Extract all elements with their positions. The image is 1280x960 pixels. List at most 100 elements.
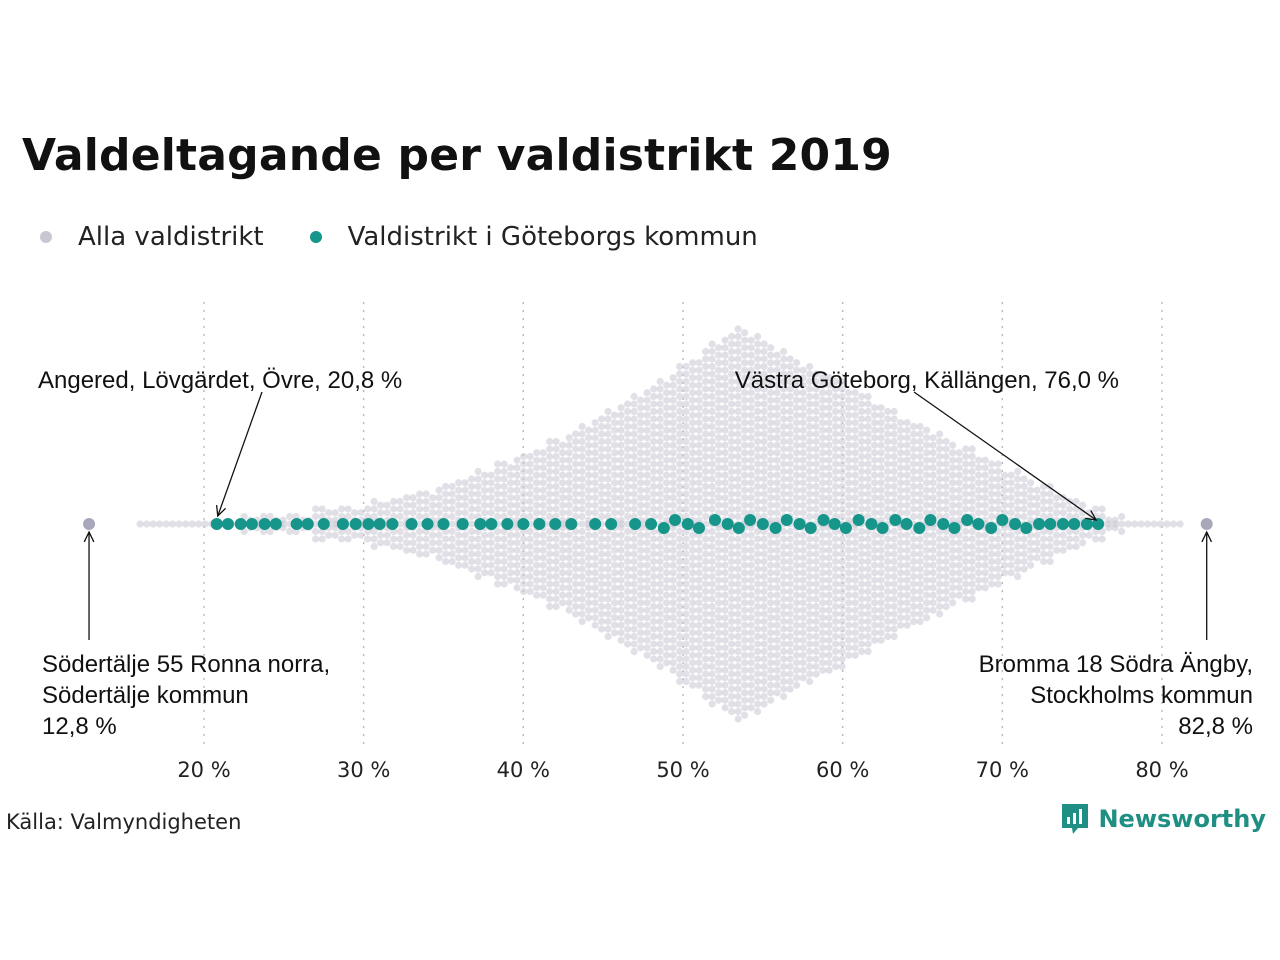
swarm-point <box>734 610 742 618</box>
swarm-point <box>721 569 729 577</box>
swarm-point <box>884 610 892 618</box>
swarm-point <box>500 497 508 506</box>
swarm-point <box>838 587 846 596</box>
swarm-point <box>799 561 807 569</box>
swarm-point <box>682 550 690 558</box>
swarm-point <box>500 542 508 551</box>
swarm-point <box>689 449 697 457</box>
swarm-point <box>871 449 879 457</box>
annotation-text: Angered, Lövgärdet, Övre, 20,8 % <box>38 367 402 394</box>
swarm-point <box>832 377 840 386</box>
swarm-point <box>682 625 690 633</box>
swarm-point <box>812 542 820 551</box>
swarm-point <box>409 509 417 517</box>
swarm-point <box>689 614 697 622</box>
swarm-point <box>715 464 723 472</box>
swarm-point <box>864 445 872 453</box>
swarm-point <box>871 599 879 607</box>
swarm-point <box>968 587 976 596</box>
swarm-point <box>598 482 606 491</box>
swarm-point <box>1014 550 1022 558</box>
swarm-point <box>767 381 775 389</box>
swarm-point <box>539 576 547 584</box>
swarm-point <box>637 539 645 547</box>
swarm-point <box>832 535 840 543</box>
swarm-point <box>663 629 671 637</box>
swarm-point <box>676 595 684 603</box>
swarm-point <box>793 501 801 509</box>
swarm-point <box>786 482 794 491</box>
swarm-point <box>747 561 755 569</box>
swarm-point <box>676 430 684 438</box>
swarm-point <box>520 572 528 581</box>
swarm-point <box>695 674 703 682</box>
swarm-point <box>656 535 664 543</box>
swarm-point <box>819 666 827 674</box>
swarm-point <box>494 475 502 483</box>
swarm-point <box>936 542 944 551</box>
swarm-point <box>760 670 768 678</box>
swarm-point <box>708 580 716 588</box>
swarm-point <box>812 662 820 671</box>
swarm-point <box>747 531 755 539</box>
swarm-point <box>611 441 619 449</box>
swarm-point <box>604 415 612 423</box>
swarm-point <box>793 569 801 577</box>
brand-logo[interactable]: Newsworthy <box>1060 802 1266 836</box>
swarm-point <box>695 621 703 629</box>
swarm-point <box>572 467 580 476</box>
swarm-point <box>760 467 768 476</box>
swarm-point <box>851 606 859 614</box>
swarm-point <box>955 554 963 562</box>
swarm-point <box>702 377 710 386</box>
swarm-point <box>871 531 879 539</box>
swarm-point <box>1046 505 1054 513</box>
swarm-point <box>611 591 619 599</box>
swarm-point <box>715 479 723 487</box>
swarm-point <box>656 640 664 648</box>
swarm-point <box>760 595 768 603</box>
swarm-point <box>806 565 814 573</box>
swarm-point <box>799 404 807 412</box>
swarm-point <box>793 561 801 569</box>
swarm-point <box>806 445 814 453</box>
swarm-point <box>741 494 749 502</box>
swarm-point <box>546 445 554 453</box>
swarm-point <box>728 437 736 446</box>
swarm-point <box>968 580 976 588</box>
swarm-point <box>721 441 729 449</box>
swarm-point <box>650 497 658 506</box>
swarm-point <box>598 497 606 506</box>
swarm-point <box>572 535 580 543</box>
swarm-point <box>767 554 775 562</box>
swarm-point <box>897 614 905 622</box>
swarm-point <box>578 527 586 536</box>
swarm-point <box>721 389 729 397</box>
swarm-point <box>799 629 807 637</box>
swarm-point <box>695 381 703 389</box>
swarm-point <box>572 595 580 603</box>
swarm-point <box>1150 520 1158 528</box>
swarm-point <box>760 572 768 581</box>
swarm-point <box>877 486 885 494</box>
swarm-point <box>780 377 788 386</box>
swarm-point <box>513 471 521 479</box>
swarm-point <box>741 569 749 577</box>
swarm-point <box>903 614 911 622</box>
swarm-point <box>565 494 573 502</box>
swarm-point <box>650 565 658 573</box>
swarm-point <box>364 505 372 513</box>
swarm-point <box>708 392 716 401</box>
swarm-point <box>910 497 918 506</box>
swarm-point <box>773 629 781 637</box>
swarm-point <box>572 587 580 596</box>
swarm-point <box>721 599 729 607</box>
swarm-point <box>572 542 580 551</box>
swarm-point <box>500 505 508 513</box>
swarm-point <box>630 437 638 446</box>
swarm-point <box>734 415 742 423</box>
goteborg-point <box>996 514 1009 526</box>
swarm-point <box>780 670 788 678</box>
swarm-point <box>747 546 755 554</box>
swarm-point <box>949 464 957 472</box>
